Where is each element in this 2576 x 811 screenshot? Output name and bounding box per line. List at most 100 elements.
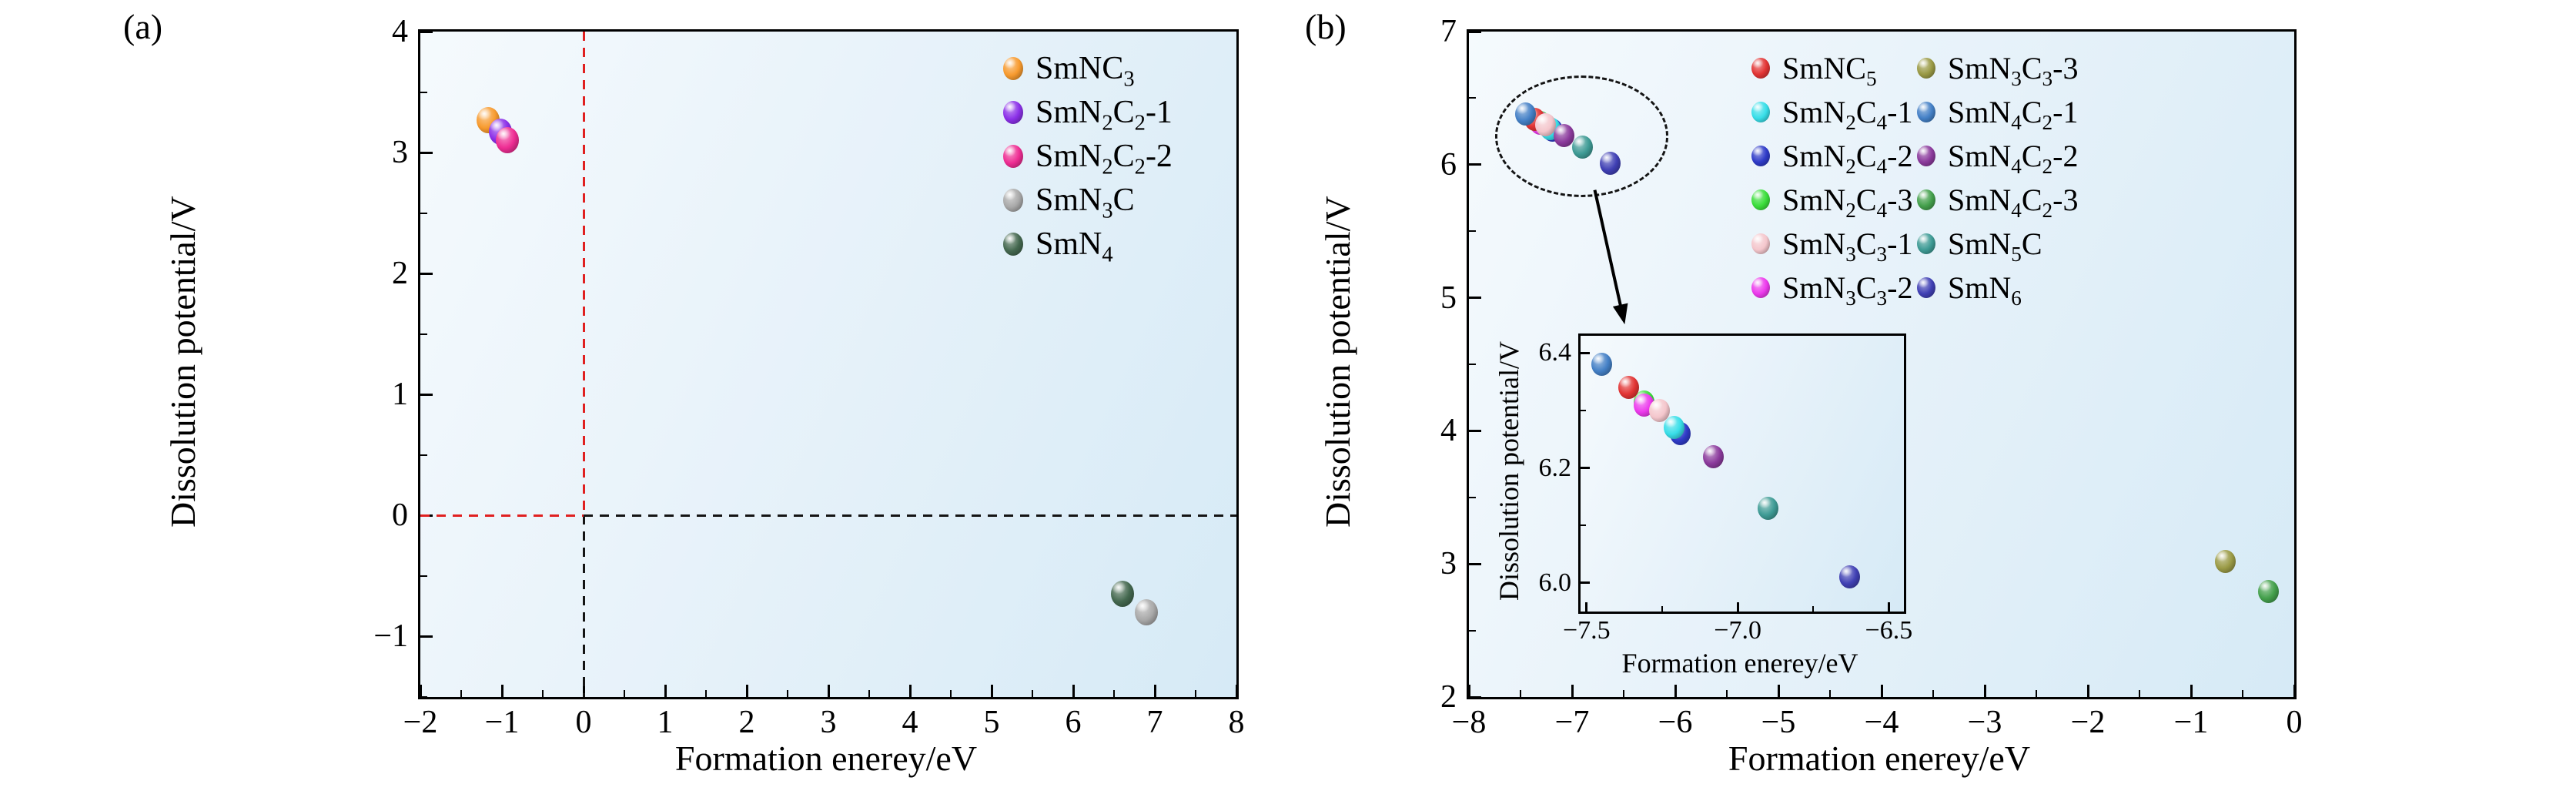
legend-marker-SmN2C4-3 [1751, 189, 1770, 210]
y-tick-label: 6.0 [1538, 568, 1572, 597]
x-tick-label: −1 [2173, 705, 2209, 740]
y-tick-label: 6.2 [1538, 453, 1572, 482]
y-minor-tick [420, 696, 427, 698]
x-tick-label: 7 [1146, 705, 1163, 740]
x-tick-label: 6 [1065, 705, 1082, 740]
x-minor-tick [1520, 690, 1521, 697]
x-tick-label: −6.5 [1865, 616, 1913, 645]
x-major-tick [2190, 685, 2193, 697]
x-major-tick [1571, 685, 1574, 697]
data-point-SmN2C2-2 [496, 127, 520, 154]
y-minor-tick [420, 333, 427, 335]
x-tick-label: −2 [403, 705, 438, 740]
y-major-tick [1469, 297, 1481, 300]
panel-a-plot-area: −2 −1 0 1 2 3 4 5 6 7 8 −1 0 1 2 3 4 SmNC3 SmN2C2-1 SmN2C2-… [373, 15, 1244, 739]
legend-marker-SmN4C2-1 [1917, 102, 1935, 122]
x-tick-label: −7 [1554, 705, 1590, 740]
legend-label-SmN2C4-1: SmN2C4-1 [1782, 94, 1913, 134]
x-major-tick [1585, 602, 1588, 612]
x-minor-tick [1623, 690, 1624, 697]
legend-label-SmN5C: SmN5C [1948, 226, 2042, 266]
x-minor-tick [1829, 690, 1831, 697]
reference-line-vertical [582, 515, 585, 697]
data-point-SmN3C [1135, 599, 1159, 626]
y-tick-label: 3 [392, 135, 408, 171]
data-point-SmN4 [1110, 581, 1134, 608]
y-minor-tick [420, 212, 427, 214]
y-major-tick [1469, 429, 1481, 432]
x-minor-tick [1812, 606, 1815, 612]
x-major-tick [1467, 685, 1470, 697]
legend-item-SmN4C2-2: SmN4C2-2 [1908, 134, 2078, 178]
x-tick-label: 2 [738, 705, 755, 740]
y-minor-tick [420, 91, 427, 93]
reference-line-vertical [582, 32, 585, 516]
x-major-tick [500, 685, 503, 697]
legend-item-SmN2C2-1: SmN2C2-1 [994, 90, 1173, 134]
legend-label-SmN2C4-3: SmN2C4-3 [1782, 182, 1913, 222]
legend-item-SmN2C2-2: SmN2C2-2 [994, 134, 1173, 178]
data-point-SmN4C2-1 [1591, 353, 1612, 377]
legend-marker-SmN4C2-2 [1917, 146, 1935, 166]
data-point-SmN5C [1757, 496, 1778, 520]
y-minor-tick [1469, 230, 1476, 233]
x-tick-label: −7.5 [1563, 616, 1611, 645]
data-point-SmN3C3-3 [2214, 549, 2236, 573]
y-minor-tick [1469, 364, 1476, 365]
legend-marker-SmN5C [1917, 233, 1935, 254]
panel-a-y-axis-title: Dissolution potential/V [163, 196, 202, 528]
legend-item-SmN4C2-3: SmN4C2-3 [1908, 178, 2078, 222]
y-major-tick [1581, 467, 1590, 470]
x-minor-tick [868, 690, 870, 697]
x-minor-tick [1113, 690, 1115, 697]
data-point-SmNC5 [1618, 376, 1640, 400]
legend-label-SmN3C: SmN3C [1035, 182, 1135, 223]
x-tick-label: −4 [1864, 705, 1899, 740]
legend-label-SmN3C3-1: SmN3C3-1 [1782, 226, 1913, 266]
x-major-tick [2086, 685, 2089, 697]
y-tick-label: 6 [1440, 146, 1457, 183]
legend-item-SmNC5: SmNC5 [1742, 46, 1908, 90]
x-tick-label: −5 [1761, 705, 1796, 740]
legend-marker-SmN3C3-3 [1917, 58, 1935, 79]
legend-marker-SmN6 [1917, 277, 1935, 298]
legend-item-SmN3C3-1: SmN3C3-1 [1742, 222, 1912, 266]
y-major-tick [420, 393, 433, 396]
x-tick-label: 1 [657, 705, 674, 740]
inset-y-axis-title: Dissolution potential/V [1494, 341, 1524, 602]
x-major-tick [1887, 602, 1890, 612]
y-tick-label: −1 [373, 618, 408, 655]
x-major-tick [664, 685, 667, 697]
x-major-tick [745, 685, 748, 697]
legend-label-SmN3C3-2: SmN3C3-2 [1782, 270, 1913, 310]
x-tick-label: 8 [1228, 705, 1245, 740]
legend-marker-SmN2C4-2 [1751, 146, 1770, 166]
x-major-tick [1983, 685, 1986, 697]
y-tick-label: 3 [1440, 546, 1457, 582]
legend-item-SmN2C4-3: SmN2C4-3 [1742, 178, 1912, 222]
x-minor-tick [624, 690, 625, 697]
data-point-SmN2C4-1 [1664, 416, 1685, 440]
x-minor-tick [2036, 690, 2037, 697]
x-minor-tick [1195, 690, 1196, 697]
legend-item-SmN4C2-1: SmN4C2-1 [1908, 90, 2078, 134]
y-tick-label: 0 [392, 498, 408, 534]
legend-marker-SmNC3 [1003, 56, 1023, 80]
x-major-tick [1674, 685, 1677, 697]
panel-b-plot-area: −8 −7 −6 −5 −4 −3 −2 −1 0 2 3 4 5 6 7 SmNC5 SmN2C4-1 SmN2… [1440, 15, 2303, 739]
legend-marker-SmN3C3-1 [1751, 233, 1770, 254]
legend: SmNC5 SmN2C4-1 SmN2C4-2 SmN2C4-3 SmN3C3-1 SmN… [1742, 46, 2078, 310]
x-major-tick [1072, 685, 1075, 697]
panel-b-letter: (b) [1305, 7, 1347, 46]
inset-x-axis-title: Formation enerey/eV [1621, 648, 1858, 679]
y-tick-label: 1 [392, 377, 408, 413]
x-major-tick [1880, 685, 1883, 697]
y-major-tick [1581, 581, 1590, 585]
x-minor-tick [2139, 690, 2140, 697]
y-tick-label: 5 [1440, 280, 1457, 316]
legend-item-SmN3C: SmN3C [994, 178, 1173, 222]
y-minor-tick [1581, 524, 1586, 527]
y-minor-tick [420, 575, 427, 577]
legend-label-SmN6: SmN6 [1948, 270, 2022, 310]
y-major-tick [1469, 30, 1481, 33]
